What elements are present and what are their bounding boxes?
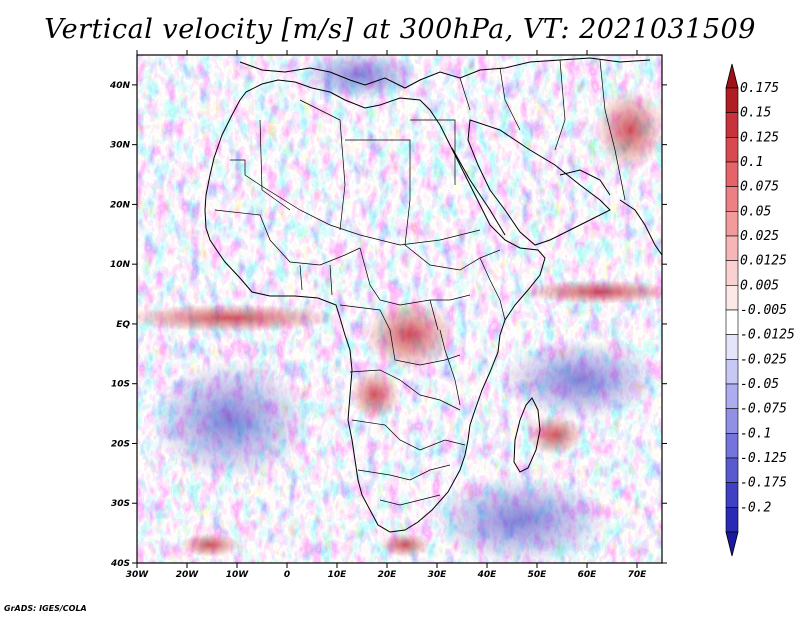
colorbar-label: 0.05: [740, 204, 771, 219]
colorbar-swatch: [725, 359, 739, 385]
lat-tick-label: 20S: [111, 439, 130, 449]
lon-tick-label: 0: [284, 570, 290, 580]
colorbar-bottom-arrow: [725, 531, 739, 557]
madagascar-coastline: [513, 397, 541, 473]
colorbar-swatch: [725, 186, 739, 212]
lat-tick-label: 10N: [110, 260, 131, 270]
colorbar-label: -0.0125: [740, 328, 795, 343]
lon-tick-label: 60E: [578, 570, 598, 580]
lat-tick-label: 20N: [110, 200, 131, 210]
colorbar-swatch: [725, 137, 739, 163]
lon-tick-label: 40E: [477, 570, 498, 580]
colorbar-swatch: [725, 334, 739, 360]
colorbar-label: 0.075: [740, 180, 779, 195]
colorbar-swatch: [725, 87, 739, 113]
lat-tick-label: 10S: [111, 380, 130, 390]
colorbar-label: 0.1: [740, 155, 763, 170]
africa-coastline: [204, 79, 546, 533]
colorbar-label: 0.125: [740, 130, 779, 145]
lat-tick-label: 40N: [109, 81, 131, 91]
colorbar-swatch: [725, 112, 739, 138]
colorbar-label: -0.175: [740, 476, 787, 491]
colorbar-label: 0.025: [740, 229, 779, 244]
map-title: Vertical velocity [m/s] at 300hPa, VT: 2…: [44, 14, 756, 45]
lon-tick-label: 50E: [528, 570, 548, 580]
colorbar-swatch: [725, 161, 739, 187]
colorbar-swatch: [725, 433, 739, 459]
country-borders: [214, 59, 626, 506]
longitude-axis: 30W 20W 10W 0 10E 20E 30E 40E 50E 60E 70E: [126, 50, 647, 580]
lon-tick-label: 20E: [378, 570, 398, 580]
arabia-coastline: [467, 119, 611, 246]
colorbar-top-arrow: [725, 63, 739, 89]
colorbar-label: 0.175: [740, 81, 779, 96]
colorbar-swatch: [725, 309, 739, 335]
colorbar-swatch: [725, 383, 739, 409]
colorbar-label: 0.0125: [740, 254, 787, 269]
lat-tick-label: 40S: [110, 559, 130, 569]
colorbar-label: -0.005: [740, 303, 787, 318]
colorbar-label: -0.1: [740, 426, 771, 441]
lon-tick-label: 30E: [428, 570, 448, 580]
colorbar-label: -0.125: [740, 451, 787, 466]
colorbar-swatch: [725, 260, 739, 286]
lat-tick-label: EQ: [116, 320, 130, 330]
map-frame: [136, 54, 663, 564]
lat-tick-label: 30N: [110, 141, 131, 151]
colorbar-label: -0.075: [740, 402, 787, 417]
colorbar-label: -0.025: [740, 352, 787, 367]
colorbar-label: -0.05: [740, 377, 779, 392]
lon-tick-label: 70E: [628, 570, 648, 580]
colorbar-label: 0.15: [740, 106, 771, 121]
colorbar-label: -0.2: [740, 500, 771, 515]
colorbar-swatch: [725, 211, 739, 237]
grads-credit: GrADS: IGES/COLA: [4, 604, 87, 613]
colorbar-swatch: [725, 507, 739, 533]
colorbar: 0.175 0.15 0.125 0.1 0.075 0.05 0.025 0.0125 0.0…: [725, 63, 795, 557]
lon-tick-label: 10E: [328, 570, 348, 580]
lon-tick-label: 20W: [176, 570, 200, 580]
colorbar-swatch: [725, 482, 739, 508]
colorbar-swatch: [725, 457, 739, 483]
velocity-field: [137, 55, 662, 563]
coastlines: [204, 57, 662, 533]
latitude-axis: 40N 30N 20N 10N EQ 10S 20S 30S 40S: [109, 81, 667, 569]
colorbar-label: 0.005: [740, 278, 779, 293]
lon-tick-label: 30W: [126, 570, 150, 580]
lon-tick-label: 10W: [226, 570, 250, 580]
lat-tick-label: 30S: [111, 499, 130, 509]
colorbar-swatch: [725, 235, 739, 261]
colorbar-swatch: [725, 408, 739, 434]
colorbar-swatch: [725, 285, 739, 311]
